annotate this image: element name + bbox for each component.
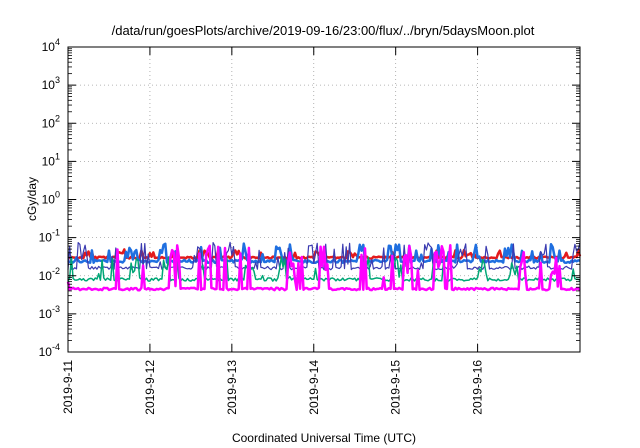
data-series [66, 241, 582, 292]
x-tick-label: 2019-9-13 [225, 360, 239, 415]
plot-frame [67, 46, 581, 353]
y-tick-label: 101 [42, 151, 60, 168]
y-tick-label: 10-2 [39, 266, 60, 283]
y-tick-label: 104 [42, 37, 60, 54]
series-line [66, 244, 581, 292]
x-tick-label: 2019-9-12 [143, 360, 157, 415]
y-tick-label: 10-4 [39, 342, 60, 359]
y-tick-label: 10-1 [39, 228, 60, 245]
y-tick-label: 103 [42, 75, 60, 92]
x-axis-ticks: 2019-9-11 2019-9-12 2019-9-13 2019-9-14 2019… [61, 47, 485, 415]
y-axis-ticks: 10-4 10-3 10-2 10-1 100 101 102 103 104 [39, 37, 580, 359]
series-line [67, 241, 581, 271]
y-tick-label: 10-3 [39, 304, 60, 321]
y-axis-label: cGy/day [25, 177, 39, 221]
series-line [67, 255, 581, 282]
y-tick-label: 102 [42, 113, 60, 130]
x-tick-label: 2019-9-16 [471, 360, 485, 415]
y-tick-label: 100 [42, 190, 60, 207]
x-tick-label: 2019-9-14 [307, 360, 321, 415]
x-tick-label: 2019-9-11 [61, 360, 75, 414]
chart-title: /data/run/goesPlots/archive/2019-09-16/2… [112, 23, 535, 38]
grid-lines [68, 47, 580, 352]
x-tick-label: 2019-9-15 [389, 360, 403, 415]
x-axis-label: Coordinated Universal Time (UTC) [232, 431, 416, 445]
